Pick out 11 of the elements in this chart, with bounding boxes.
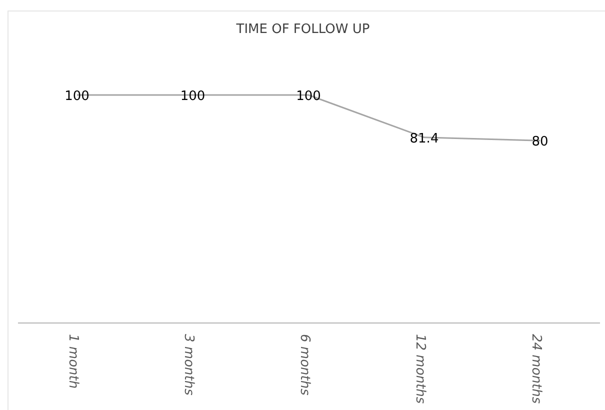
data-label: 100 <box>296 89 321 104</box>
chart-title: TIME OF FOLLOW UP <box>235 22 370 37</box>
x-tick-label: 3 months <box>181 334 196 396</box>
data-label: 100 <box>64 89 90 104</box>
x-tick-label: 6 months <box>296 334 312 396</box>
data-label: 100 <box>180 89 206 104</box>
data-label: 80 <box>532 134 548 150</box>
x-tick-label: 12 months <box>412 334 428 404</box>
x-tick-label: 24 months <box>528 334 544 404</box>
x-tick-label: 1 month <box>65 334 80 389</box>
data-label: 81.4 <box>410 131 439 146</box>
